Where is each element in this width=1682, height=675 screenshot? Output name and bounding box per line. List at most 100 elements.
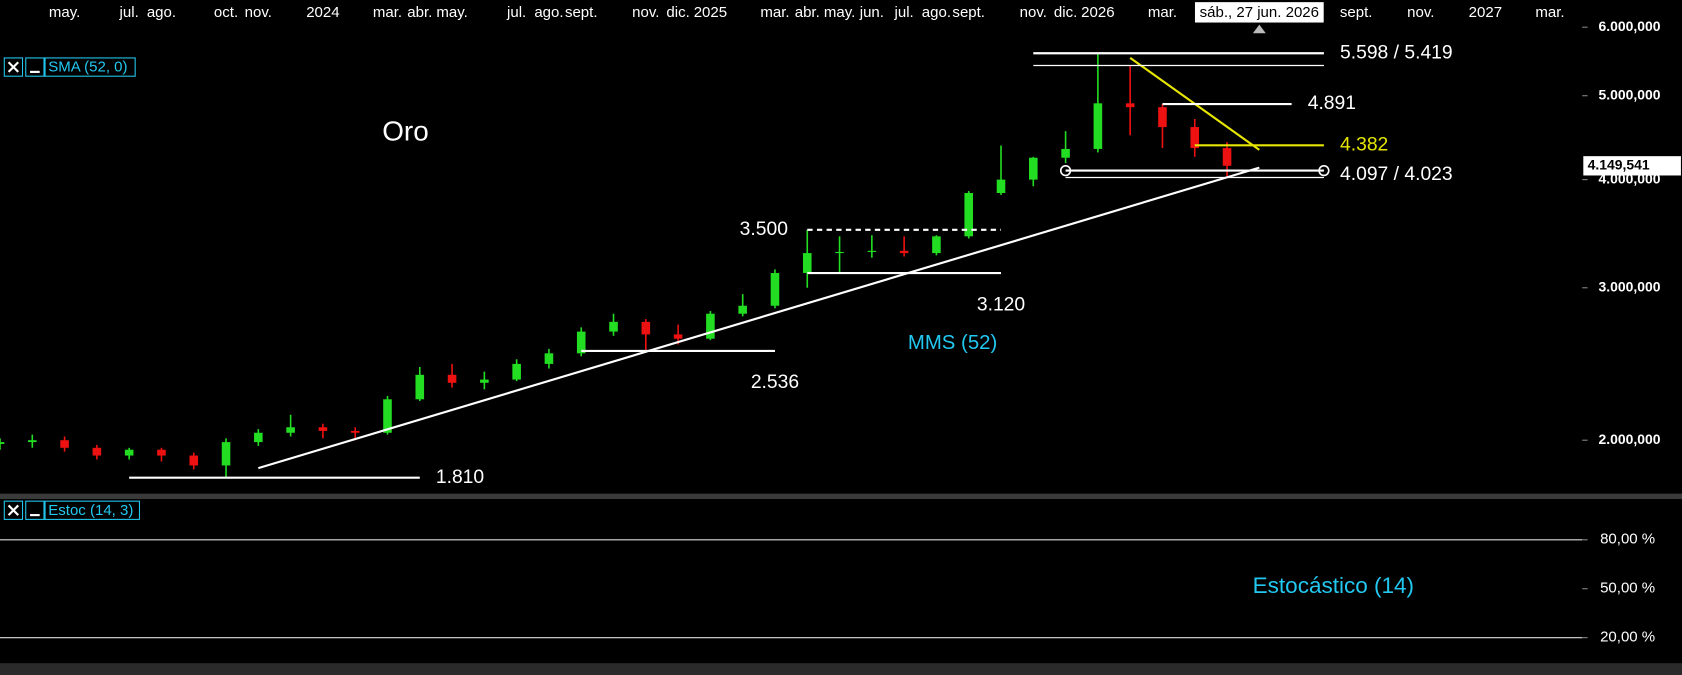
candle-body — [512, 363, 521, 380]
y-tick-label: 20,00 % — [1600, 629, 1655, 646]
y-tick-label: 5.000,000 — [1599, 86, 1661, 102]
last-price-box — [1583, 156, 1681, 176]
x-tick-label: 2025 — [694, 4, 727, 21]
x-tick-label: jul. — [119, 4, 139, 21]
candle-body — [641, 321, 651, 335]
x-tick-label: may. — [436, 4, 467, 21]
candle-body — [706, 313, 715, 339]
y-tick-label: 3.000,000 — [1599, 278, 1661, 294]
candle-body — [318, 427, 328, 431]
chart-title: Oro — [382, 115, 428, 146]
candle-body — [254, 432, 263, 443]
candle-body — [350, 430, 360, 433]
x-tick-label: oct. — [214, 4, 238, 21]
x-tick-label: dic. — [1054, 4, 1077, 21]
level-marker — [1318, 164, 1330, 177]
candle-body — [480, 379, 489, 383]
level-label: 3.120 — [977, 294, 1025, 315]
x-tick-label: mar. — [1148, 4, 1177, 21]
minimize-icon[interactable] — [25, 500, 45, 520]
candle-body — [770, 273, 780, 306]
candle-body — [1061, 148, 1070, 158]
candle-body — [447, 374, 457, 383]
candle-body — [92, 447, 102, 456]
candle-body — [673, 334, 683, 339]
x-tick-label: ago. — [922, 4, 951, 21]
stochastic-panel: 80,00 % 50,00 % 20,00 % — [0, 531, 1655, 646]
level-marker — [1059, 164, 1072, 177]
x-tick-label: sept. — [952, 4, 985, 21]
candle-body — [964, 193, 974, 237]
candle-body — [609, 321, 618, 332]
x-tick-label: nov. — [1407, 4, 1434, 21]
legend-box — [44, 57, 136, 77]
stoch-legend: Estoc (14, 3) — [3, 500, 140, 520]
x-tick-label: jul. — [894, 4, 914, 21]
x-tick-label: jun. — [859, 4, 884, 21]
x-tick-label: sept. — [565, 4, 598, 21]
trendline — [258, 166, 1260, 470]
x-tick-label: nov. — [1020, 4, 1047, 21]
candle-body — [544, 353, 554, 364]
level-label: 4.382 — [1340, 134, 1388, 155]
candle-body — [1125, 103, 1135, 108]
indicator-legend: Estoc (14, 3) — [48, 502, 133, 519]
level-label: 5.598 / 5.419 — [1340, 42, 1453, 63]
x-tick-label: 2027 — [1469, 4, 1502, 21]
x-tick-label: abr. — [407, 4, 432, 21]
x-tick-label: abr. — [795, 4, 820, 21]
candle-body — [383, 399, 392, 433]
level-label: 4.891 — [1308, 93, 1356, 114]
crosshair-pointer — [1252, 24, 1266, 34]
x-tick-label: may. — [49, 4, 80, 21]
candle-body — [27, 440, 37, 443]
candle-body — [996, 179, 1006, 194]
x-tick-label: mar. — [1535, 4, 1564, 21]
candle-body — [124, 449, 134, 456]
y-tick-label: 2.000,000 — [1599, 431, 1661, 447]
x-tick-label: jul. — [506, 4, 526, 21]
minimize-icon[interactable] — [25, 57, 45, 77]
overlay-label: MMS (52) — [908, 332, 997, 354]
candle-body — [415, 374, 425, 400]
candle-body — [1190, 127, 1200, 149]
legend-box — [44, 500, 140, 520]
candle-body — [1093, 103, 1103, 149]
candle-body — [1029, 157, 1038, 180]
crosshair-label: sáb., 27 jun. 2026 — [1200, 4, 1319, 21]
last-price-label: 4.149,541 — [1588, 157, 1650, 173]
crosshair-box — [1194, 2, 1324, 23]
y-tick-label: 50,00 % — [1600, 580, 1655, 597]
x-tick-label: ago. — [147, 4, 176, 21]
candle-body — [867, 250, 877, 252]
price-legend: SMA (52, 0) — [3, 57, 136, 77]
x-tick-label: 2026 — [1081, 4, 1114, 21]
level-label: 2.536 — [751, 372, 799, 393]
candle-body — [286, 427, 295, 433]
x-tick-label: dic. — [666, 4, 689, 21]
close-glyph — [7, 504, 19, 516]
level-label: 4.097 / 4.023 — [1340, 164, 1453, 185]
candle-body — [157, 449, 166, 456]
x-tick-label: mar. — [373, 4, 402, 21]
level-label: 1.810 — [436, 467, 484, 488]
candle-body — [1222, 148, 1232, 166]
panel-title: Estocástico (14) — [1253, 573, 1414, 598]
candle-body — [60, 440, 69, 448]
y-tick-label: 80,00 % — [1600, 531, 1655, 548]
price-panel: may. jul. ago. oct. nov. 2024 mar. abr. may. jul.… — [0, 2, 1681, 488]
close-glyph — [7, 61, 19, 73]
candle-body — [802, 253, 812, 274]
x-tick-label: sept. — [1340, 4, 1373, 21]
candle-body — [738, 305, 747, 314]
candle-body — [221, 442, 231, 466]
x-tick-label: may. — [824, 4, 855, 21]
candle-body — [576, 331, 586, 354]
candle-body — [835, 251, 844, 254]
x-tick-label: ago. — [534, 4, 563, 21]
candle-body — [1158, 107, 1167, 128]
y-tick-label: 6.000,000 — [1599, 18, 1661, 34]
